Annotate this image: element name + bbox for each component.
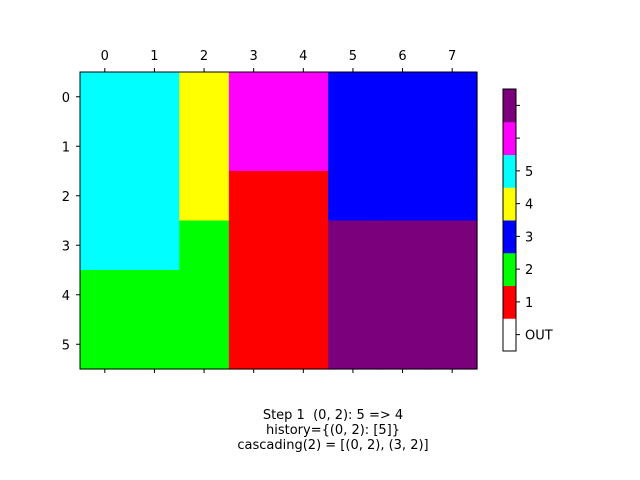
heatmap-cell <box>129 72 180 123</box>
colorbar-segment <box>503 121 516 155</box>
heatmap-plot: 0 1 2 3 4 5 6 7 0 1 2 3 4 5 <box>62 49 478 373</box>
colorbar-segment <box>503 187 516 221</box>
caption-history-line: history={(0, 2): [5]} <box>265 423 401 438</box>
colorbar-frame <box>502 88 517 352</box>
heatmap-cell <box>278 319 329 370</box>
heatmap-cell <box>179 319 230 370</box>
x-tick-label: 3 <box>250 49 258 64</box>
heatmap-cell <box>328 319 379 370</box>
heatmap-cell <box>80 171 131 222</box>
heatmap-cell <box>377 121 428 172</box>
heatmap-cell <box>228 319 280 370</box>
x-tick-label: 2 <box>200 49 208 64</box>
heatmap-cell <box>427 72 478 123</box>
heatmap-cell <box>129 121 180 172</box>
heatmap-cell <box>278 220 329 271</box>
colorbar-tick-label: 2 <box>525 263 533 278</box>
heatmap-cell <box>179 72 230 123</box>
y-tick-label: 2 <box>62 190 70 205</box>
heatmap-cell <box>80 121 131 172</box>
heatmap-cell <box>228 121 280 172</box>
heatmap-frame <box>79 71 478 370</box>
heatmap-cell <box>427 171 478 222</box>
heatmap-cell <box>278 270 329 321</box>
y-tick-label: 0 <box>62 91 70 106</box>
heatmap-cell <box>377 319 428 370</box>
heatmap-cell <box>80 72 131 123</box>
colorbar-segment <box>503 220 516 254</box>
heatmap-cell <box>80 220 131 271</box>
heatmap-cell <box>129 270 180 321</box>
heatmap-cell <box>80 270 131 321</box>
colorbar-tick-label: 4 <box>525 198 533 213</box>
colorbar-segment <box>503 89 516 123</box>
heatmap-cell <box>228 270 280 321</box>
caption-step-line: Step 1 (0, 2): 5 => 4 <box>262 408 404 423</box>
colorbar-tick-label: 5 <box>525 165 533 180</box>
colorbar-tick-label: 3 <box>525 230 533 245</box>
heatmap-cell <box>377 72 428 123</box>
heatmap-cell <box>80 319 131 370</box>
heatmap-cell <box>427 220 478 271</box>
colorbar: OUT 1 2 3 4 5 <box>502 88 553 352</box>
x-tick-label: 6 <box>398 49 406 64</box>
heatmap-cell <box>129 319 180 370</box>
colorbar-segment <box>503 285 516 319</box>
heatmap-cell <box>328 270 379 321</box>
colorbar-segment <box>503 252 516 286</box>
heatmap-cell <box>179 270 230 321</box>
heatmap-cell <box>427 270 478 321</box>
heatmap-cell <box>377 171 428 222</box>
step-caption: Step 1 (0, 2): 5 => 4 history={(0, 2): [… <box>0 408 640 453</box>
heatmap-cell <box>129 220 180 271</box>
heatmap-cell <box>129 171 180 222</box>
heatmap-cell <box>328 220 379 271</box>
heatmap-cell <box>328 171 379 222</box>
x-tick-label: 4 <box>299 49 307 64</box>
heatmap-cell <box>179 171 230 222</box>
heatmap-cell <box>377 270 428 321</box>
colorbar-segment <box>503 154 516 188</box>
x-tick-label: 1 <box>150 49 158 64</box>
caption-cascading-line: cascading(2) = [(0, 2), (3, 2)] <box>237 438 429 453</box>
heatmap-cell <box>179 121 230 172</box>
heatmap-cell <box>278 121 329 172</box>
x-tick-label: 5 <box>349 49 357 64</box>
y-tick-label: 4 <box>62 289 70 304</box>
y-tick-label: 5 <box>62 338 70 353</box>
heatmap-cell <box>228 220 280 271</box>
y-tick-label: 1 <box>62 140 70 155</box>
heatmap-cell <box>328 72 379 123</box>
y-tick-label: 3 <box>62 239 70 254</box>
x-tick-label: 7 <box>448 49 456 64</box>
heatmap-cell <box>278 171 329 222</box>
heatmap-cell <box>179 220 230 271</box>
heatmap-cell <box>228 72 280 123</box>
heatmap-cell <box>427 319 478 370</box>
colorbar-tick-label: 1 <box>525 296 533 311</box>
heatmap-cell <box>228 171 280 222</box>
heatmap-cell <box>377 220 428 271</box>
colorbar-segment <box>503 318 516 352</box>
heatmap-cell <box>427 121 478 172</box>
heatmap-cell <box>328 121 379 172</box>
heatmap-cell <box>278 72 329 123</box>
colorbar-tick-label: OUT <box>525 329 553 344</box>
x-tick-label: 0 <box>101 49 109 64</box>
